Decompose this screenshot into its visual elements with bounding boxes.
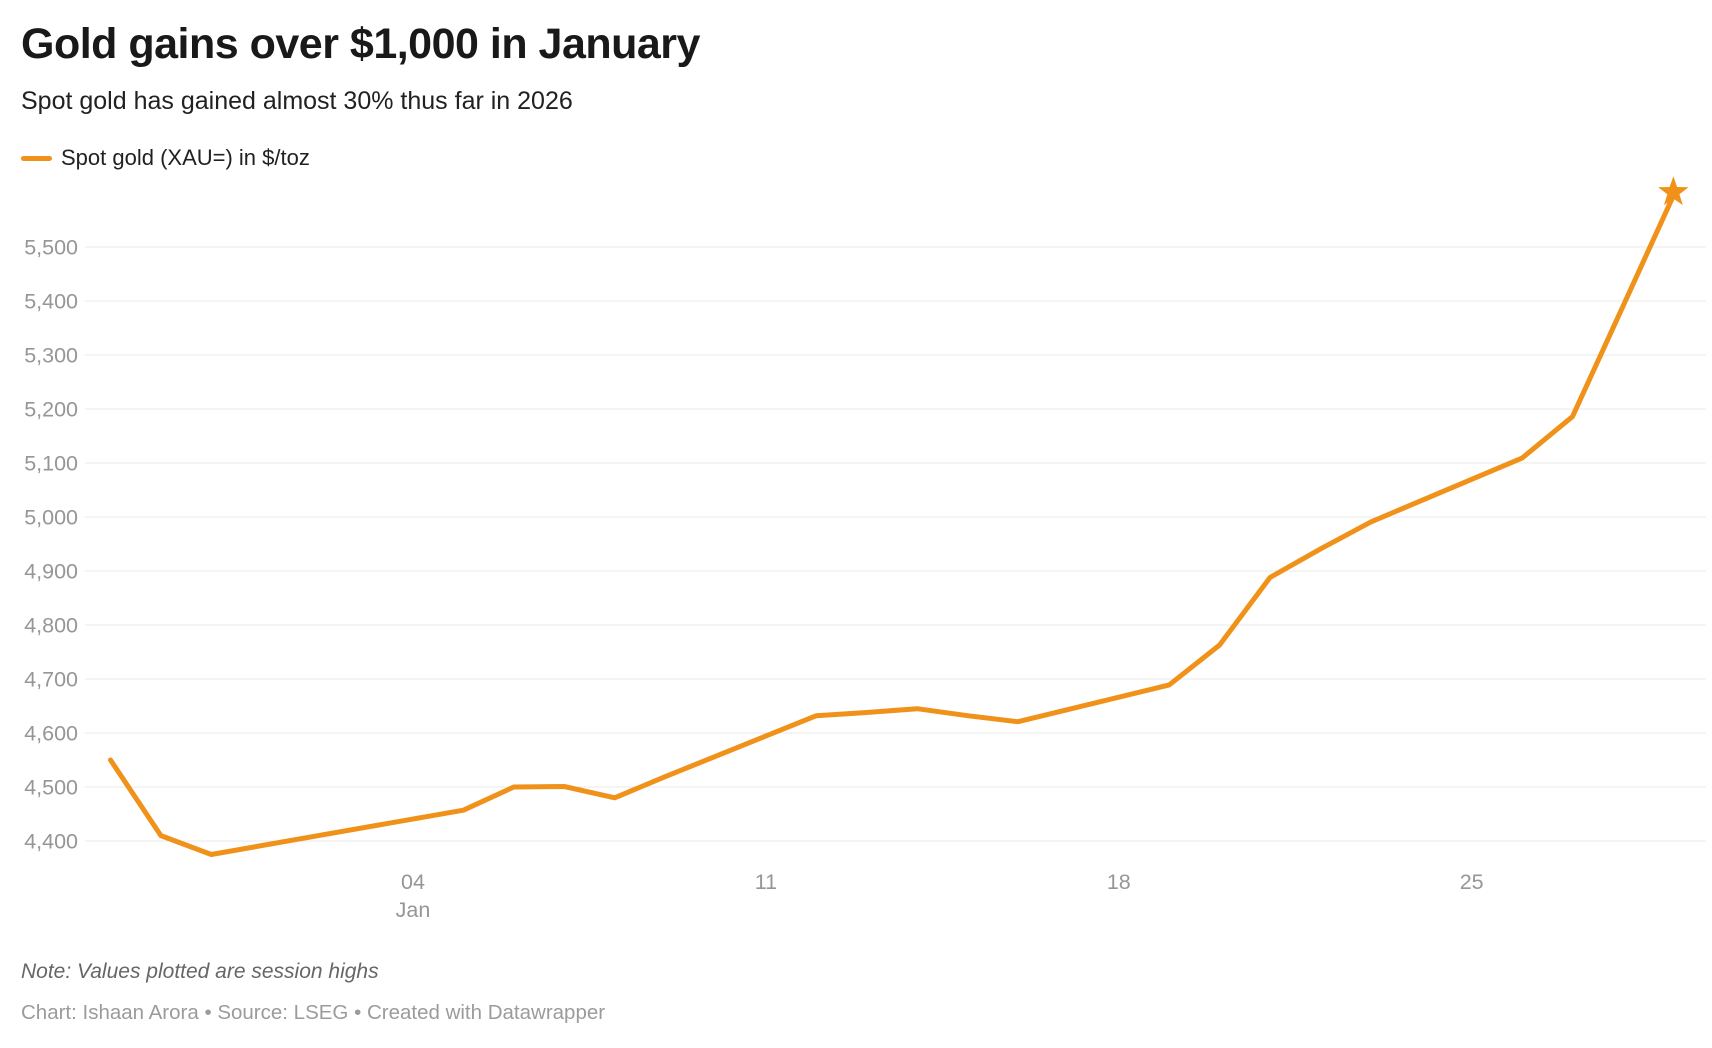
y-tick-label: 5,500	[24, 236, 78, 260]
chart-note: Note: Values plotted are session highs	[21, 960, 379, 983]
y-tick-label: 5,200	[24, 398, 78, 422]
gridlines	[85, 246, 1706, 842]
y-axis-labels: 4,400 4,500 4,600 4,700 4,800 4,900 5,000 5,100…	[24, 236, 78, 854]
y-tick-label: 4,400	[24, 830, 78, 854]
y-tick-label: 4,800	[24, 614, 78, 638]
page-subtitle: Spot gold has gained almost 30% thus far…	[21, 87, 573, 115]
y-tick-label: 4,600	[24, 722, 78, 746]
x-tick-label: 25	[1460, 870, 1484, 894]
y-tick-label: 5,400	[24, 290, 78, 314]
endpoint-star-icon	[1658, 176, 1689, 206]
y-tick-label: 4,700	[24, 668, 78, 692]
x-tick-month-label: Jan	[396, 898, 431, 922]
spot-gold-line	[108, 193, 1676, 857]
y-tick-label: 4,500	[24, 776, 78, 800]
y-tick-label: 4,900	[24, 560, 78, 584]
x-tick-label: 18	[1107, 870, 1131, 894]
legend-label: Spot gold (XAU=) in $/toz	[61, 145, 310, 170]
legend: Spot gold (XAU=) in $/toz	[21, 144, 310, 172]
y-tick-label: 5,000	[24, 506, 78, 530]
legend-line-swatch	[21, 155, 52, 161]
x-axis-labels: 04 Jan 11 18 25	[396, 870, 1484, 922]
x-tick-label: 04	[401, 870, 425, 894]
y-tick-label: 5,100	[24, 452, 78, 476]
chart-credits: Chart: Ishaan Arora • Source: LSEG • Cre…	[21, 1001, 606, 1024]
y-tick-label: 5,300	[24, 344, 78, 368]
page-title: Gold gains over $1,000 in January	[21, 20, 700, 68]
x-tick-label: 11	[755, 870, 777, 894]
